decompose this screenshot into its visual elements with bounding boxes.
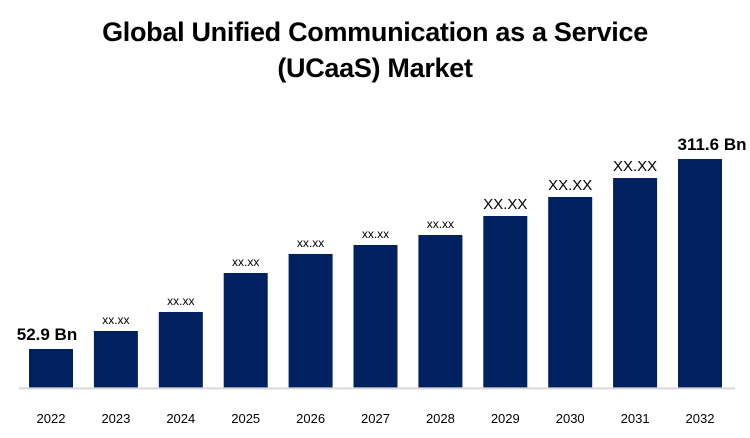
- data-label-2023: xx.xx: [102, 313, 129, 327]
- x-tick-label-2029: 2029: [491, 411, 520, 426]
- bar-2030: [548, 196, 593, 388]
- x-tick-label-2022: 2022: [37, 411, 66, 426]
- data-label-2024: xx.xx: [167, 294, 194, 308]
- x-tick-label-2026: 2026: [296, 411, 325, 426]
- x-tick-label-2031: 2031: [621, 411, 650, 426]
- bar-2029: [483, 215, 528, 388]
- data-label-2026: xx.xx: [297, 236, 324, 250]
- x-tick-label-2030: 2030: [556, 411, 585, 426]
- data-label-2022: 52.9 Bn: [17, 325, 77, 344]
- data-label-2028: xx.xx: [427, 217, 454, 231]
- bar-2024: [158, 311, 203, 388]
- bar-2032: [678, 159, 722, 388]
- data-label-2027: xx.xx: [362, 227, 389, 241]
- bar-2028: [418, 235, 463, 388]
- x-tick-label-2024: 2024: [166, 411, 195, 426]
- bar-2031: [613, 178, 658, 388]
- data-label-2030: XX.XX: [548, 177, 592, 194]
- chart-title: Global Unified Communication as a Servic…: [0, 14, 750, 86]
- bar-2026: [288, 253, 333, 388]
- data-label-2032: 311.6 Bn: [678, 135, 747, 154]
- x-tick-label-2025: 2025: [231, 411, 260, 426]
- bar-2023: [93, 330, 138, 388]
- x-tick-label-2023: 2023: [101, 411, 130, 426]
- bar-2022: [29, 348, 73, 388]
- bar-2027: [353, 245, 398, 388]
- title-line-1: Global Unified Communication as a Servic…: [102, 17, 648, 47]
- x-tick-label-2027: 2027: [361, 411, 390, 426]
- title-line-2: (UCaaS) Market: [277, 53, 473, 83]
- data-label-2025: xx.xx: [232, 255, 259, 269]
- bar-2025: [223, 272, 268, 388]
- x-tick-label-2028: 2028: [426, 411, 455, 426]
- data-label-2031: XX.XX: [613, 158, 657, 175]
- data-label-2029: XX.XX: [483, 196, 527, 213]
- x-tick-label-2032: 2032: [686, 411, 715, 426]
